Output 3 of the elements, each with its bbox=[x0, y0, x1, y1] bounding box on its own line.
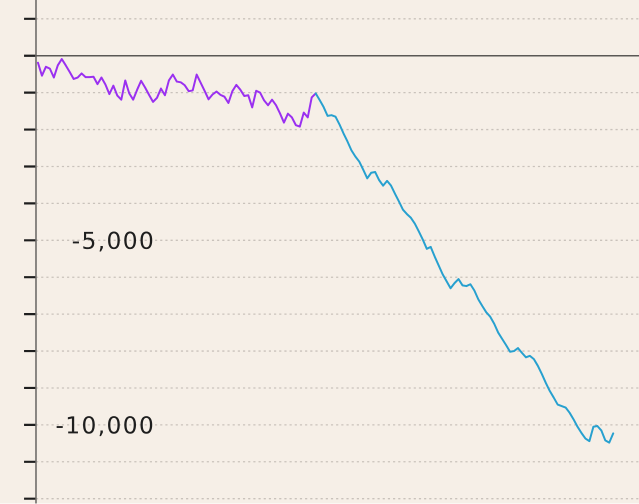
line-series bbox=[36, 58, 317, 128]
y-tick-label: -5,000 bbox=[72, 232, 152, 252]
y-tick-label: -10,000 bbox=[56, 416, 152, 436]
